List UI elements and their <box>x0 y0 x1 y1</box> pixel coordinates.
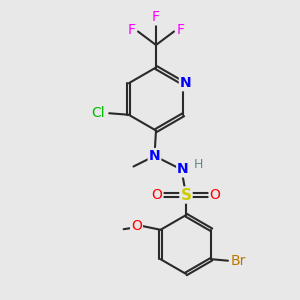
Text: Cl: Cl <box>91 106 105 120</box>
Text: O: O <box>152 188 162 202</box>
Text: Br: Br <box>231 254 246 268</box>
Text: F: F <box>128 23 135 37</box>
Text: S: S <box>181 188 191 202</box>
Text: N: N <box>180 76 191 90</box>
Text: F: F <box>152 11 160 24</box>
Text: N: N <box>177 163 189 176</box>
Text: F: F <box>177 23 184 37</box>
Text: H: H <box>194 158 204 171</box>
Text: O: O <box>131 219 142 232</box>
Text: N: N <box>149 149 160 163</box>
Text: O: O <box>210 188 220 202</box>
